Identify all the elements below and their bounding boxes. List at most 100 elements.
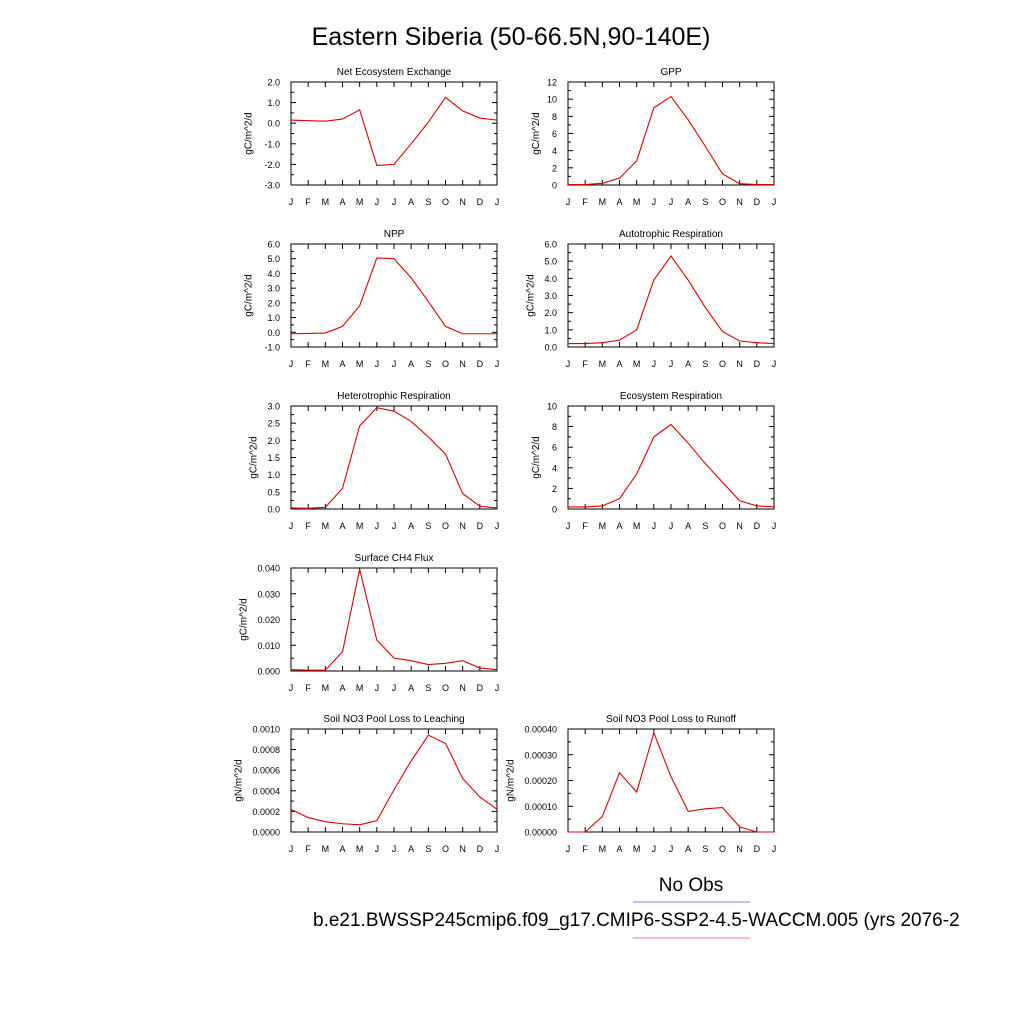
series-line xyxy=(290,257,497,335)
series-line xyxy=(568,731,774,833)
plot-frame xyxy=(290,567,498,672)
x-tick-label: S xyxy=(702,844,708,854)
x-tick-label: M xyxy=(322,683,330,693)
y-tick-label: 0.040 xyxy=(257,564,280,574)
x-tick-label: J xyxy=(669,844,674,854)
y-tick-label: 0.0002 xyxy=(252,807,280,817)
x-tick-label: F xyxy=(305,521,311,531)
x-tick-label: S xyxy=(702,521,708,531)
x-tick-label: D xyxy=(477,359,484,369)
x-tick-label: O xyxy=(442,521,449,531)
y-axis-label: gN/m^2/d xyxy=(505,759,516,802)
y-tick-label: 8 xyxy=(552,422,557,432)
x-tick-label: M xyxy=(356,521,364,531)
x-tick-label: A xyxy=(616,521,622,531)
x-tick-label: J xyxy=(289,521,294,531)
x-tick-label: A xyxy=(685,521,691,531)
y-tick-label: 2.5 xyxy=(267,419,280,429)
x-tick-label: A xyxy=(339,844,345,854)
series-line xyxy=(290,569,498,671)
y-tick-label: 0.0000 xyxy=(252,828,280,838)
x-tick-label: O xyxy=(442,359,449,369)
x-tick-label: D xyxy=(754,844,761,854)
x-tick-label: M xyxy=(322,359,330,369)
y-tick-label: 0.0 xyxy=(267,119,280,129)
plot-frame xyxy=(567,728,775,833)
y-tick-label: 0.00040 xyxy=(524,725,557,735)
chart-title: Surface CH4 Flux xyxy=(355,553,434,564)
x-tick-label: A xyxy=(408,521,414,531)
y-tick-label: 10 xyxy=(547,402,557,412)
y-tick-label: -1.0 xyxy=(264,139,280,149)
series-line xyxy=(290,734,498,826)
y-axis-label: gC/m^2/d xyxy=(531,436,542,479)
y-tick-label: 1.0 xyxy=(544,325,557,335)
y-tick-label: 0.010 xyxy=(257,641,280,651)
series-line xyxy=(568,95,774,186)
x-tick-label: M xyxy=(633,844,641,854)
x-tick-label: A xyxy=(408,844,414,854)
x-tick-label: J xyxy=(289,683,294,693)
x-tick-label: F xyxy=(582,359,588,369)
y-tick-label: 0.00010 xyxy=(524,802,557,812)
y-tick-label: 0 xyxy=(552,181,557,191)
x-tick-label: J xyxy=(652,359,657,369)
x-tick-label: J xyxy=(772,521,777,531)
x-tick-label: O xyxy=(442,844,449,854)
x-tick-label: S xyxy=(425,359,431,369)
x-tick-label: J xyxy=(495,521,500,531)
y-tick-label: 2.0 xyxy=(544,308,557,318)
y-tick-label: 10 xyxy=(547,95,557,105)
x-tick-label: N xyxy=(736,844,743,854)
x-tick-label: N xyxy=(736,359,743,369)
x-tick-label: S xyxy=(425,844,431,854)
y-axis-label: gC/m^2/d xyxy=(244,112,255,155)
x-tick-label: F xyxy=(582,197,588,207)
y-tick-label: -3.0 xyxy=(264,181,280,191)
x-tick-label: J xyxy=(566,197,571,207)
x-tick-label: F xyxy=(305,197,311,207)
x-tick-label: J xyxy=(289,197,294,207)
x-tick-label: F xyxy=(582,521,588,531)
chart-title: Autotrophic Respiration xyxy=(619,229,723,240)
x-tick-label: A xyxy=(616,359,622,369)
x-tick-label: M xyxy=(322,844,330,854)
x-tick-label: O xyxy=(719,359,726,369)
x-tick-label: S xyxy=(425,521,431,531)
x-tick-label: J xyxy=(652,197,657,207)
x-tick-label: N xyxy=(736,521,743,531)
y-tick-label: 5.0 xyxy=(544,257,557,267)
x-tick-label: J xyxy=(375,359,380,369)
chart-title: Ecosystem Respiration xyxy=(620,391,722,402)
x-tick-label: M xyxy=(633,521,641,531)
y-axis-label: gC/m^2/d xyxy=(531,112,542,155)
chart-title: NPP xyxy=(384,229,405,240)
x-tick-label: M xyxy=(322,197,330,207)
x-tick-label: J xyxy=(772,197,777,207)
y-tick-label: 5.0 xyxy=(267,254,280,264)
x-tick-label: O xyxy=(719,197,726,207)
plot-frame xyxy=(290,728,498,833)
chart-title: GPP xyxy=(660,67,681,78)
y-tick-label: 0.0008 xyxy=(252,745,280,755)
x-tick-label: S xyxy=(702,359,708,369)
y-axis-label: gC/m^2/d xyxy=(239,598,250,641)
y-tick-label: 2.0 xyxy=(267,298,280,308)
y-tick-label: 0.000 xyxy=(257,667,280,677)
y-axis-label: gC/m^2/d xyxy=(244,274,255,317)
y-tick-label: 6.0 xyxy=(544,240,557,250)
x-tick-label: D xyxy=(477,683,484,693)
x-tick-label: D xyxy=(754,359,761,369)
y-axis-label: gC/m^2/d xyxy=(526,274,537,317)
y-tick-label: 0.00030 xyxy=(524,750,557,760)
y-tick-label: 0.0006 xyxy=(252,766,280,776)
y-tick-label: 8 xyxy=(552,112,557,122)
chart-title: Heterotrophic Respiration xyxy=(337,391,450,402)
x-tick-label: D xyxy=(754,197,761,207)
chart-title: Soil NO3 Pool Loss to Runoff xyxy=(606,714,736,725)
